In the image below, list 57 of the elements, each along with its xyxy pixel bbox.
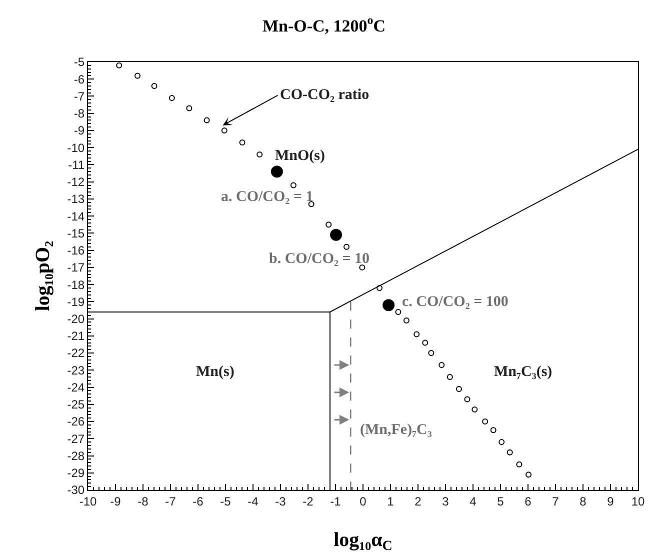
x-tick-label: 9 [607,494,614,508]
x-tick-label: 5 [497,494,504,508]
annotation: a. CO/CO₂ = 1 [221,189,314,205]
y-tick-label: -7 [74,89,85,104]
x-tick-label: 10 [631,494,645,508]
chart-title: Mn-O-C, 1200$^{o}$C [262,13,386,36]
y-tick-label: -19 [67,294,85,309]
annotation: b. CO/CO₂ = 10 [269,251,370,267]
y-tick-label: -27 [67,432,85,446]
annotation: (Mn,Fe)₇C₃ [360,422,432,438]
x-tick-label: 7 [552,494,560,508]
x-tick-label: 4 [470,494,477,508]
annotation: Mn(s) [196,364,234,380]
x-tick-label: -1 [330,494,342,508]
y-tick-label: -18 [67,278,85,292]
y-tick-label: -28 [67,448,85,463]
x-tick-label: 2 [414,494,422,508]
annotation: Mn₇C₃(s) [494,364,552,380]
y-tick-label: -17 [67,260,85,275]
y-tick-label: -16 [67,244,85,258]
x-tick-label: -7 [165,494,176,508]
y-tick-label: -26 [67,414,85,429]
y-tick-label: -23 [67,363,85,378]
annotation: c. CO/CO₂ = 100 [402,294,508,310]
y-tick-label: -21 [67,329,85,344]
x-tick-label: -4 [248,494,259,508]
y-tick-label: -8 [74,106,85,121]
x-tick-label: 1 [387,494,394,508]
y-tick-label: -30 [67,483,85,498]
y-tick-label: -29 [67,466,85,480]
x-tick-label: -2 [302,494,314,508]
y-tick-label: -22 [67,346,85,360]
y-tick-label: -13 [67,192,85,206]
y-axis-title: log₁₀pO₂ [32,240,54,312]
x-tick-label: 8 [580,494,587,508]
x-axis-title: log₁₀α$_{C}$ [334,528,392,554]
x-tick-label: -6 [192,494,204,508]
annotation: CO-CO₂ ratio [280,87,370,103]
annotation: MnO(s) [275,148,325,164]
x-tick-label: 0 [360,494,367,508]
x-tick-label: 6 [524,494,532,508]
y-tick-label: -10 [67,140,85,155]
y-tick-label: -24 [67,380,85,394]
y-tick-label: -14 [67,209,85,224]
y-tick-label: -9 [74,124,85,138]
x-tick-label: -9 [110,494,122,508]
y-tick-label: -20 [67,312,85,326]
y-tick-label: -15 [67,226,85,240]
y-tick-label: -11 [68,158,85,172]
x-tick-label: -8 [138,494,149,508]
y-tick-label: -25 [67,398,85,412]
y-tick-label: -5 [74,55,85,70]
y-tick-label: -6 [74,72,85,86]
x-tick-label: -5 [220,494,232,508]
y-tick-label: -12 [67,175,85,190]
x-tick-label: 3 [442,494,450,508]
x-tick-label: -3 [275,494,286,508]
